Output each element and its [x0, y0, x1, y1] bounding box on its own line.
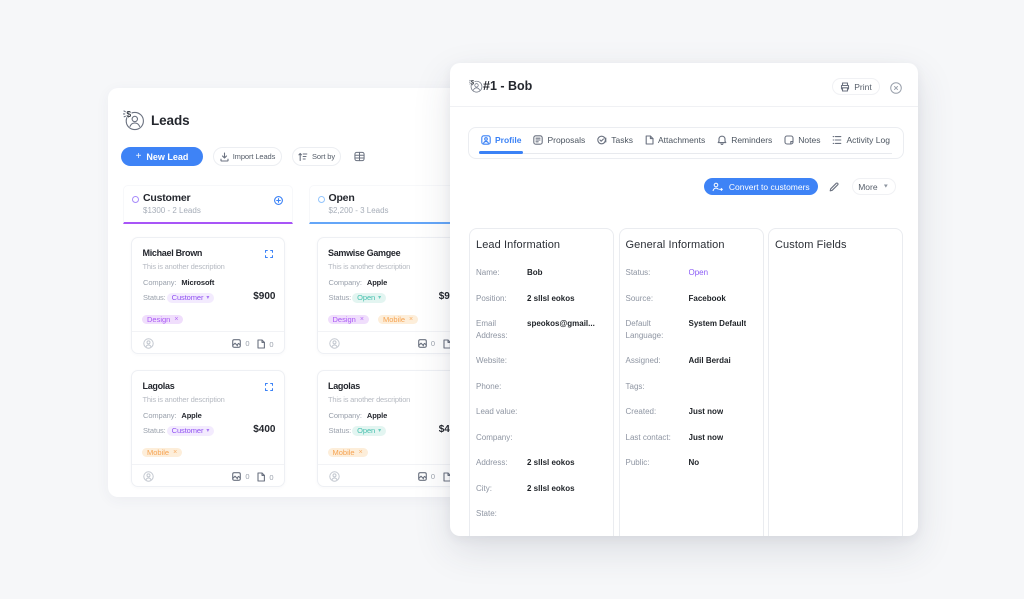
svg-text:$: $ [126, 109, 131, 119]
svg-text:$: $ [471, 80, 475, 86]
